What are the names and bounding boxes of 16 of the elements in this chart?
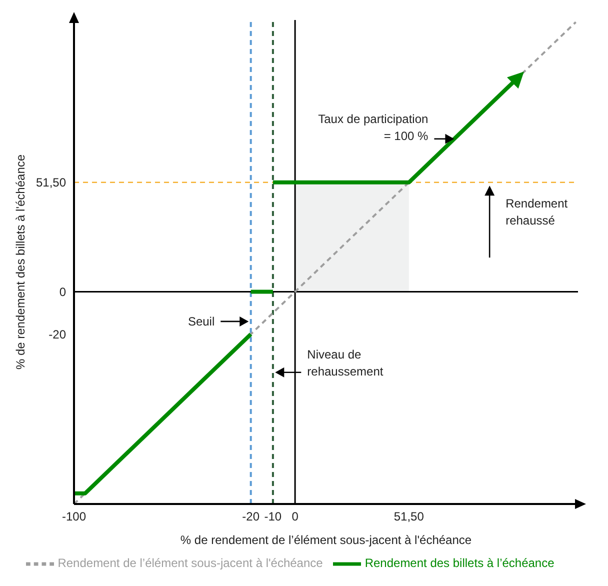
annotation: Seuil (188, 314, 215, 328)
x-axis-title: % de rendement de l’élément sous-jacent à l'échéance (180, 533, 472, 547)
x-tick-label: 0 (292, 510, 299, 524)
legend-label: Rendement de l’élément sous-jacent à l'échéance (58, 556, 323, 570)
x-tick-label: -20 (242, 510, 260, 524)
x-tick-label: -10 (264, 510, 282, 524)
annotation: Rendement rehaussé (506, 196, 568, 228)
y-tick-label: -20 (48, 327, 66, 342)
annotation: Niveau de rehaussement (307, 347, 384, 378)
y-tick-label: 51,50 (36, 176, 66, 190)
y-tick-label: 0 (59, 284, 66, 299)
y-axis-title: % de rendement des billets à l'échéance (13, 154, 28, 370)
legend-label: Rendement des billets à l’échéance (364, 556, 554, 570)
annotation: Taux de participation = 100 % (318, 112, 429, 143)
x-tick-label: 51,50 (394, 510, 424, 524)
x-tick-label: -100 (62, 510, 86, 524)
